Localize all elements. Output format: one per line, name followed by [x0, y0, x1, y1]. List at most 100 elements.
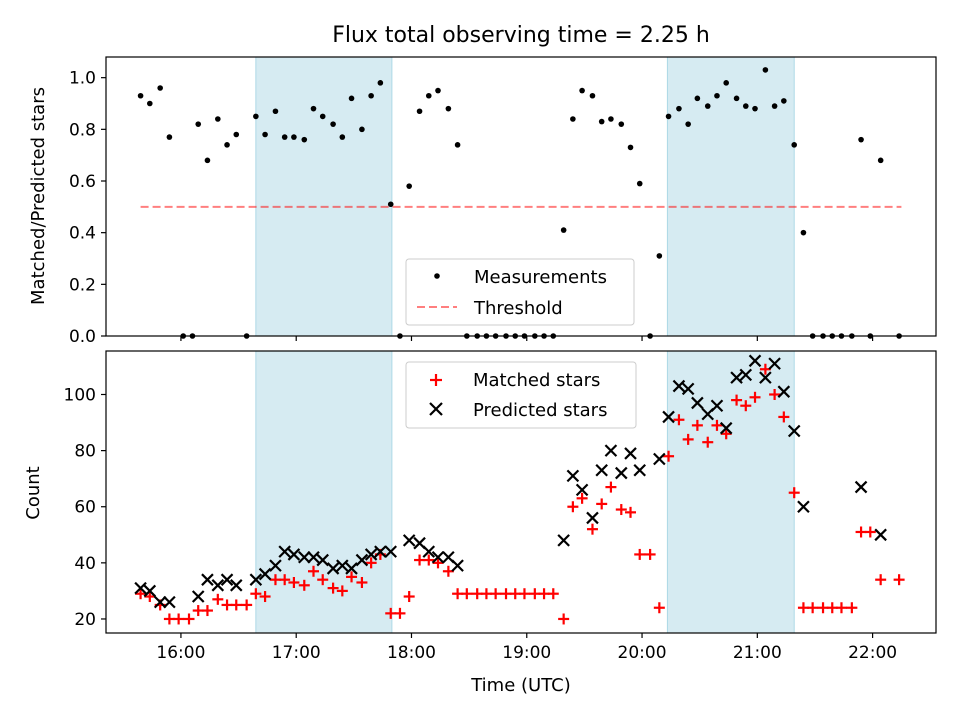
matched-star-point [702, 436, 714, 448]
y-tick-label: 60 [74, 498, 96, 518]
observing-window-shading [255, 56, 795, 337]
predicted-star-point [220, 573, 234, 586]
predicted-star-point [730, 371, 743, 384]
measurement-point [781, 98, 787, 104]
measurement-point [454, 142, 461, 148]
predicted-star-point [662, 410, 675, 424]
matched-star-point [749, 391, 761, 403]
legend-marker-measurements [434, 273, 440, 279]
predicted-star-point [326, 562, 340, 575]
x-axis-ticks-bottom: 16:00 17:00 18:00 19:00 20:00 21:00 22:00 [156, 633, 897, 663]
predicted-star-point [364, 548, 378, 561]
measurement-point [425, 92, 432, 99]
measurement-point [608, 116, 614, 122]
measurement-point [579, 87, 585, 94]
measurement-point [281, 134, 288, 140]
matched-star-point [835, 602, 847, 614]
matched-star-point [691, 419, 703, 431]
predicted-star-point [307, 550, 320, 564]
plot-frame-top [105, 56, 937, 337]
matched-star-point [576, 492, 588, 504]
shaded-span-1 [255, 350, 393, 634]
legend-label-predicted: Predicted stars [473, 400, 607, 421]
measurement-point [627, 144, 634, 151]
measurement-point [195, 121, 202, 127]
x-tick-label: 22:00 [848, 643, 897, 663]
matched-star-point [797, 602, 809, 614]
legend-box-bottom [405, 361, 637, 429]
predicted-star-point [374, 545, 387, 558]
matched-star-point [183, 613, 195, 625]
matched-star-point [201, 605, 213, 617]
measurement-point [301, 136, 308, 143]
predicted-star-point [748, 354, 762, 368]
predicted-star-point [402, 534, 416, 547]
measurement-point [858, 136, 864, 143]
legend-box-top [405, 258, 635, 326]
y-axis-label-bottom: Count [23, 466, 44, 519]
measurement-point [330, 121, 336, 127]
matched-star-point [509, 588, 521, 600]
legend-top: Measurements Threshold [405, 258, 635, 326]
legend-bottom: Matched stars Predicted stars [405, 361, 637, 429]
matched-star-point [221, 599, 233, 611]
x-tick-label: 16:00 [156, 643, 205, 663]
y-tick-label: 20 [74, 610, 96, 630]
matched-star-point [230, 599, 242, 611]
measurement-point [233, 131, 240, 138]
matched-star-point [682, 433, 694, 445]
predicted-star-point [595, 463, 608, 477]
predicted-star-point [768, 357, 781, 370]
matched-star-point [259, 591, 271, 603]
matched-star-point [471, 588, 483, 600]
measurement-point [359, 126, 365, 133]
predicted-star-point [249, 573, 263, 586]
matched-star-point [567, 501, 579, 513]
predicted-star-point [451, 559, 464, 572]
matched-star-point [365, 557, 377, 569]
matched-star-point [558, 613, 570, 625]
measurement-point [387, 201, 394, 208]
matched-star-point [500, 588, 512, 600]
matched-star-point [490, 588, 502, 600]
matched-star-point [192, 605, 204, 617]
predicted-star-point [874, 528, 887, 542]
matched-star-point [308, 565, 319, 577]
y-axis-ticks-bottom: 20 40 60 80 100 [64, 385, 106, 630]
measurement-point [733, 95, 740, 102]
predicted-star-point [586, 511, 599, 525]
legend-label-matched: Matched stars [473, 370, 600, 391]
matched-star-point [663, 450, 675, 462]
matched-star-point [327, 582, 339, 594]
measurement-point [676, 105, 682, 112]
measurement-point [694, 95, 701, 102]
legend-marker-predicted [429, 402, 443, 416]
predicted-star-point [336, 559, 349, 572]
y-tick-label: 0.6 [69, 172, 96, 192]
y-tick-label: 1.0 [69, 69, 96, 89]
predicted-star-point [201, 573, 214, 586]
measurement-point [685, 121, 691, 127]
matched-star-point [241, 599, 253, 611]
predicted-star-point [287, 548, 301, 561]
measurement-point [348, 95, 355, 102]
measurement-point [589, 92, 596, 99]
measurement-point [368, 92, 374, 99]
measurement-point [137, 92, 144, 99]
matched-star-point [288, 576, 300, 588]
predicted-star-point [691, 396, 704, 410]
predicted-star-point [316, 553, 330, 567]
measurement-point [204, 157, 211, 164]
measurement-point [262, 131, 268, 138]
measurement-point [618, 121, 625, 127]
measurement-point [215, 116, 221, 122]
matched-star-point [403, 591, 415, 603]
matched-star-point [673, 414, 685, 426]
matched-star-point [298, 579, 310, 591]
predicted-star-point [557, 534, 570, 547]
predicted-star-point [345, 562, 358, 575]
matched-star-point [212, 593, 224, 605]
predicted-star-point [739, 368, 753, 382]
flux-ratio-panel: 0.0 0.2 0.4 0.6 0.8 1.0 Matched/Predicted sta… [28, 56, 937, 347]
